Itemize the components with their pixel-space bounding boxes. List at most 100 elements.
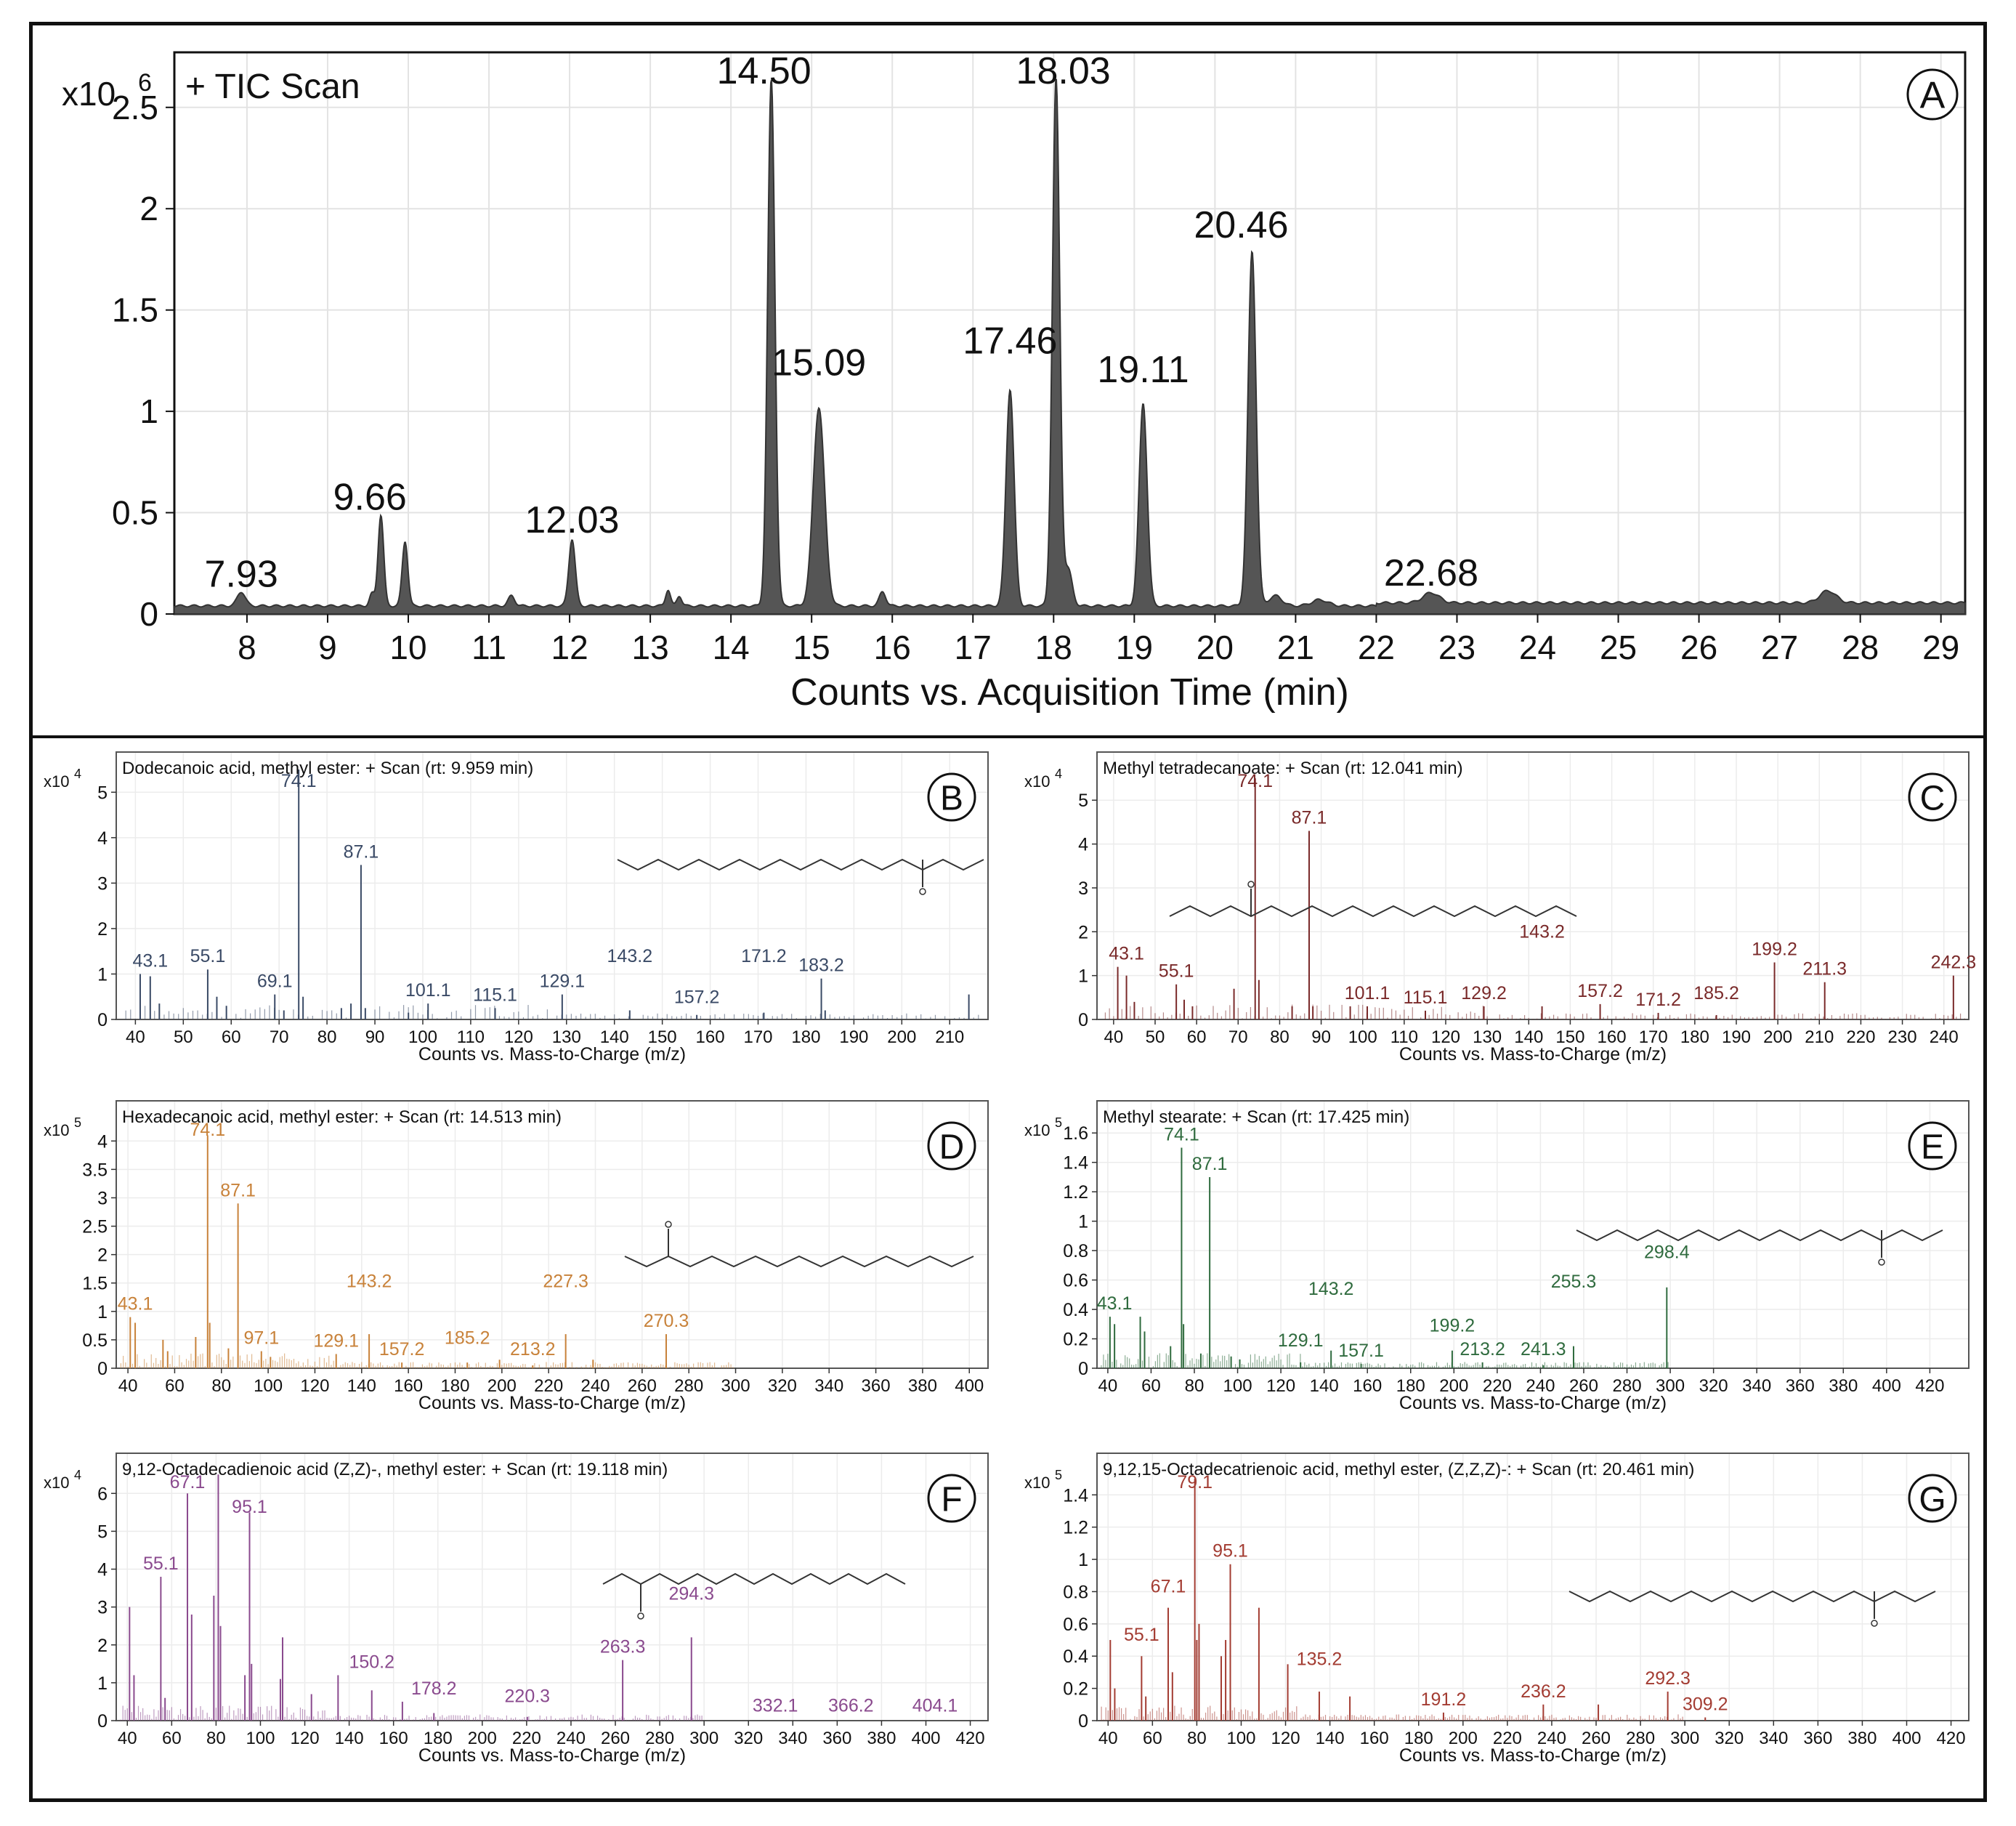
x-tick-label: 300 <box>1656 1376 1685 1396</box>
y-tick-label: 0 <box>1078 1010 1088 1030</box>
panel-letter: F <box>941 1480 962 1519</box>
oxygen-atom <box>1247 881 1255 888</box>
y-tick-label: 3.5 <box>82 1160 108 1180</box>
peak-label: 143.2 <box>347 1271 392 1291</box>
plot-frame <box>1096 751 1970 1020</box>
y-tick-label: 6 <box>97 1484 108 1504</box>
x-tick-label: 110 <box>457 1027 485 1047</box>
peak-label: 18.03 <box>1016 50 1111 92</box>
x-tick-label: 180 <box>440 1376 469 1396</box>
peak-label: 171.2 <box>741 946 787 966</box>
peak-label: 171.2 <box>1635 990 1681 1010</box>
y-tick-label: 5 <box>97 783 108 803</box>
peak-label: 97.1 <box>243 1328 279 1349</box>
x-tick-label: 380 <box>867 1729 896 1748</box>
x-tick-label: 160 <box>394 1376 423 1396</box>
y-tick-label: 1.4 <box>1063 1153 1088 1173</box>
x-tick-label: 320 <box>1715 1729 1744 1748</box>
y-multiplier: x10 <box>62 75 116 113</box>
peak-label: 74.1 <box>190 1120 225 1140</box>
x-tick-label: 240 <box>556 1729 586 1748</box>
x-tick-label: 160 <box>1353 1376 1382 1396</box>
peak-label: 9.66 <box>333 477 407 519</box>
peak-label: 213.2 <box>510 1339 556 1360</box>
x-tick-label: 400 <box>911 1729 940 1748</box>
spectrum-panel-f: 40 60 80 100 120 140 160 180 200 220 240 260 280 300 3… <box>44 1453 989 1766</box>
oxygen-atom <box>637 1612 644 1620</box>
x-tick-label: 160 <box>379 1729 408 1748</box>
x-tick-label: 50 <box>174 1027 193 1047</box>
x-tick-label: 220 <box>512 1729 541 1748</box>
y-tick-label: 1.4 <box>1063 1485 1088 1506</box>
x-tick-label: 80 <box>1270 1027 1290 1047</box>
x-tick-label: 50 <box>1146 1027 1165 1047</box>
panel-letter: G <box>1919 1480 1946 1519</box>
x-tick-label: 300 <box>1670 1729 1699 1748</box>
x-tick-label: 19 <box>1116 629 1153 666</box>
peak-label: 87.1 <box>344 841 379 862</box>
x-tick-label: 230 <box>1888 1027 1917 1047</box>
y-tick-label: 1 <box>97 1673 108 1694</box>
y-tick-label: 2 <box>97 919 108 940</box>
peak-label: 67.1 <box>1151 1577 1186 1597</box>
peak-label: 43.1 <box>1097 1293 1133 1314</box>
peak-label: 115.1 <box>1404 987 1448 1008</box>
x-tick-label: 60 <box>222 1027 241 1047</box>
x-tick-label: 380 <box>1847 1729 1877 1748</box>
x-tick-label: 400 <box>1892 1729 1921 1748</box>
peak-label: 19.11 <box>1097 349 1189 391</box>
oxygen-atom <box>1878 1259 1885 1266</box>
x-tick-label: 25 <box>1600 629 1637 666</box>
x-tick-label: 70 <box>270 1027 289 1047</box>
x-tick-label: 90 <box>1311 1027 1331 1047</box>
y-tick-label: 0.8 <box>1063 1241 1088 1261</box>
peak-label: 43.1 <box>132 950 168 971</box>
x-tick-label: 220 <box>1493 1729 1522 1748</box>
x-tick-label: 12 <box>551 629 588 666</box>
y-tick-label: 4 <box>97 1131 108 1152</box>
y-tick-label: 3 <box>97 1598 108 1618</box>
y-tick-label: 0.8 <box>1063 1582 1088 1602</box>
peak-label: 129.1 <box>540 971 586 992</box>
peak-label: 220.3 <box>505 1686 551 1706</box>
peak-label: 87.1 <box>1292 807 1327 828</box>
y-tick-label: 1 <box>1078 1550 1088 1570</box>
y-tick-label: 1 <box>1078 1212 1088 1232</box>
x-tick-label: 320 <box>1699 1376 1728 1396</box>
x-tick-label: 15 <box>793 629 830 666</box>
x-tick-label: 27 <box>1761 629 1798 666</box>
peak-label: 199.2 <box>1752 940 1797 960</box>
x-tick-label: 200 <box>1449 1729 1478 1748</box>
panel-letter-circle <box>1908 1474 1957 1523</box>
y-tick-label: 0 <box>97 1359 108 1379</box>
panel-letter-circle <box>927 1121 976 1171</box>
x-tick-label: 9 <box>318 629 337 666</box>
x-tick-label: 120 <box>1431 1027 1460 1047</box>
y-exponent: 5 <box>74 1115 81 1130</box>
y-tick-label: 1.5 <box>112 291 158 329</box>
x-tick-label: 180 <box>791 1027 820 1047</box>
y-tick-label: 0 <box>139 595 158 633</box>
y-tick-label: 1.5 <box>82 1274 108 1294</box>
x-tick-label: 360 <box>1803 1729 1832 1748</box>
y-tick-label: 0 <box>97 1711 108 1732</box>
x-tick-label: 380 <box>908 1376 937 1396</box>
y-tick-label: 0 <box>1078 1711 1088 1732</box>
y-tick-label: 2 <box>97 1245 108 1266</box>
spectrum-title: Dodecanoic acid, methyl ester: + Scan (r… <box>122 759 533 778</box>
peak-label: 178.2 <box>411 1678 457 1699</box>
x-tick-label: 380 <box>1829 1376 1858 1396</box>
carbon-chain <box>1169 905 1577 918</box>
x-tick-label: 150 <box>1555 1027 1584 1047</box>
x-tick-label: 420 <box>956 1729 985 1748</box>
y-exponent: 4 <box>74 1468 81 1482</box>
panel-letter: B <box>940 779 963 817</box>
peak-label: 87.1 <box>220 1180 256 1200</box>
peak-label: 183.2 <box>798 956 844 976</box>
peak-label: 366.2 <box>828 1695 874 1716</box>
x-tick-label: 280 <box>645 1729 674 1748</box>
oxygen-atom <box>1871 1620 1878 1627</box>
x-tick-label: 26 <box>1680 629 1717 666</box>
y-exponent: 4 <box>74 767 81 781</box>
peak-label: 294.3 <box>668 1584 714 1604</box>
